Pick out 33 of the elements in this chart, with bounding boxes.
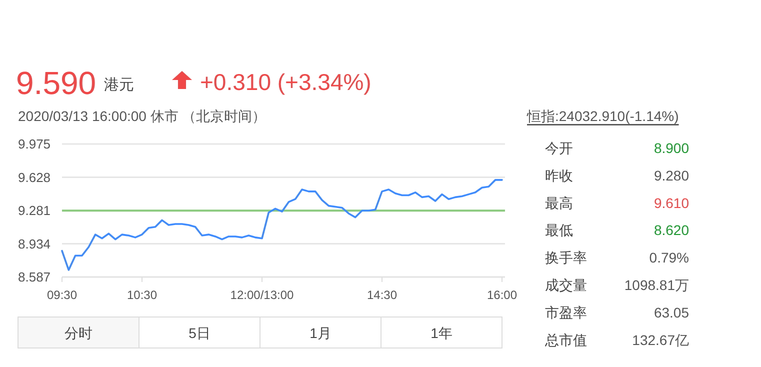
text: 昨收 xyxy=(545,167,573,184)
text: 63.05 xyxy=(654,304,690,320)
x-tick-label: 16:00 xyxy=(486,288,518,302)
text: 换手率 xyxy=(545,250,587,266)
text: 最高 xyxy=(545,194,573,211)
text: 总市值 xyxy=(544,332,587,348)
y-tick-label: 9.628 xyxy=(18,170,51,185)
text: 8.620 xyxy=(654,222,690,238)
text: 9.280 xyxy=(654,167,690,184)
x-tick-label: 09:30 xyxy=(46,288,78,302)
y-tick-label: 8.934 xyxy=(18,236,51,252)
text: 8.900 xyxy=(654,140,690,156)
text: 港元 xyxy=(104,76,134,94)
x-tick-label: 10:30 xyxy=(126,288,158,302)
chart-subtitle: 2020/03/13 16:00:00 休市 （北京时间） xyxy=(18,108,266,124)
line-series xyxy=(61,179,503,271)
y-tick-label: 8.587 xyxy=(18,270,51,284)
text: 市盈率 xyxy=(545,304,587,320)
text: 0.79% xyxy=(649,250,689,266)
text: 今开 xyxy=(545,140,573,156)
x-tick-label: 12:00/13:00 xyxy=(230,288,294,302)
text: +0.310 (+3.34%) xyxy=(200,69,372,95)
text: 132.67亿 xyxy=(632,332,689,348)
chart-title: 9.590 xyxy=(16,65,96,101)
text: 恒指:24032.910(-1.14%) xyxy=(526,108,679,124)
text: 1098.81万 xyxy=(624,277,689,293)
x-tick-label: 14:30 xyxy=(366,288,398,302)
text: 9.610 xyxy=(654,194,690,211)
tabs: 分时 5日 1月 1年 xyxy=(18,316,502,348)
y-tick-label: 9.975 xyxy=(18,136,51,152)
text: 成交量 xyxy=(545,277,587,293)
y-tick-label: 9.281 xyxy=(18,203,51,218)
text: 最低 xyxy=(545,222,573,238)
